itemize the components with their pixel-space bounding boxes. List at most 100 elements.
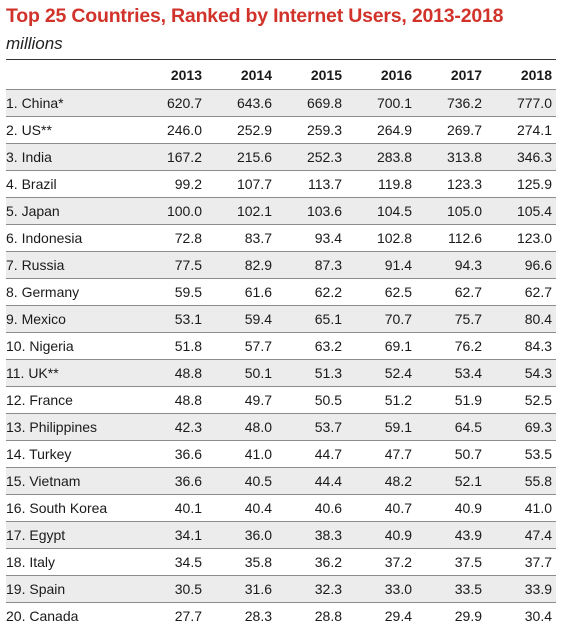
value-cell-2014: 41.0 — [206, 441, 276, 468]
value-cell-2013: 34.1 — [136, 522, 206, 549]
value-cell-2014: 252.9 — [206, 117, 276, 144]
value-cell-2013: 30.5 — [136, 576, 206, 603]
value-cell-2013: 48.8 — [136, 360, 206, 387]
value-cell-2013: 59.5 — [136, 279, 206, 306]
value-cell-2013: 48.8 — [136, 387, 206, 414]
column-header-2014: 2014 — [206, 60, 276, 90]
value-cell-2014: 102.1 — [206, 198, 276, 225]
value-cell-2016: 69.1 — [346, 333, 416, 360]
country-label: 13. Philippines — [6, 414, 136, 441]
value-cell-2015: 53.7 — [276, 414, 346, 441]
value-cell-2013: 40.1 — [136, 495, 206, 522]
value-cell-2018: 41.0 — [486, 495, 556, 522]
value-cell-2016: 33.0 — [346, 576, 416, 603]
value-cell-2014: 83.7 — [206, 225, 276, 252]
value-cell-2015: 44.4 — [276, 468, 346, 495]
value-cell-2016: 40.9 — [346, 522, 416, 549]
country-label: 1. China* — [6, 90, 136, 117]
header-row: 2013 2014 2015 2016 2017 2018 — [6, 60, 556, 90]
country-label: 6. Indonesia — [6, 225, 136, 252]
value-cell-2013: 27.7 — [136, 603, 206, 629]
value-cell-2014: 82.9 — [206, 252, 276, 279]
value-cell-2018: 125.9 — [486, 171, 556, 198]
value-cell-2014: 28.3 — [206, 603, 276, 629]
value-cell-2018: 346.3 — [486, 144, 556, 171]
value-cell-2015: 63.2 — [276, 333, 346, 360]
value-cell-2017: 64.5 — [416, 414, 486, 441]
value-cell-2015: 38.3 — [276, 522, 346, 549]
value-cell-2014: 36.0 — [206, 522, 276, 549]
value-cell-2013: 100.0 — [136, 198, 206, 225]
value-cell-2017: 40.9 — [416, 495, 486, 522]
chart-container: Top 25 Countries, Ranked by Internet Use… — [0, 0, 561, 613]
value-cell-2017: 105.0 — [416, 198, 486, 225]
value-cell-2016: 104.5 — [346, 198, 416, 225]
value-cell-2016: 52.4 — [346, 360, 416, 387]
value-cell-2013: 51.8 — [136, 333, 206, 360]
value-cell-2018: 33.9 — [486, 576, 556, 603]
value-cell-2016: 48.2 — [346, 468, 416, 495]
value-cell-2013: 77.5 — [136, 252, 206, 279]
value-cell-2014: 40.4 — [206, 495, 276, 522]
value-cell-2018: 105.4 — [486, 198, 556, 225]
value-cell-2017: 52.1 — [416, 468, 486, 495]
country-label: 11. UK** — [6, 360, 136, 387]
column-header-2016: 2016 — [346, 60, 416, 90]
country-column-header — [6, 60, 136, 90]
value-cell-2016: 29.4 — [346, 603, 416, 629]
value-cell-2016: 70.7 — [346, 306, 416, 333]
value-cell-2016: 59.1 — [346, 414, 416, 441]
value-cell-2017: 53.4 — [416, 360, 486, 387]
value-cell-2015: 87.3 — [276, 252, 346, 279]
value-cell-2014: 61.6 — [206, 279, 276, 306]
value-cell-2015: 62.2 — [276, 279, 346, 306]
value-cell-2013: 36.6 — [136, 441, 206, 468]
value-cell-2018: 30.4 — [486, 603, 556, 629]
value-cell-2018: 123.0 — [486, 225, 556, 252]
value-cell-2015: 259.3 — [276, 117, 346, 144]
value-cell-2018: 47.4 — [486, 522, 556, 549]
value-cell-2015: 103.6 — [276, 198, 346, 225]
value-cell-2017: 33.5 — [416, 576, 486, 603]
value-cell-2014: 31.6 — [206, 576, 276, 603]
value-cell-2015: 93.4 — [276, 225, 346, 252]
value-cell-2017: 123.3 — [416, 171, 486, 198]
value-cell-2016: 51.2 — [346, 387, 416, 414]
value-cell-2018: 69.3 — [486, 414, 556, 441]
value-cell-2013: 42.3 — [136, 414, 206, 441]
value-cell-2014: 215.6 — [206, 144, 276, 171]
chart-subtitle: millions — [6, 34, 63, 54]
data-table: 2013 2014 2015 2016 2017 2018 1. China*6… — [6, 59, 556, 629]
value-cell-2016: 700.1 — [346, 90, 416, 117]
value-cell-2016: 119.8 — [346, 171, 416, 198]
country-label: 17. Egypt — [6, 522, 136, 549]
value-cell-2017: 43.9 — [416, 522, 486, 549]
value-cell-2015: 44.7 — [276, 441, 346, 468]
value-cell-2013: 246.0 — [136, 117, 206, 144]
value-cell-2014: 48.0 — [206, 414, 276, 441]
value-cell-2017: 37.5 — [416, 549, 486, 576]
value-cell-2017: 112.6 — [416, 225, 486, 252]
value-cell-2017: 29.9 — [416, 603, 486, 629]
country-label: 9. Mexico — [6, 306, 136, 333]
value-cell-2015: 28.8 — [276, 603, 346, 629]
value-cell-2017: 62.7 — [416, 279, 486, 306]
value-cell-2015: 65.1 — [276, 306, 346, 333]
value-cell-2016: 47.7 — [346, 441, 416, 468]
column-header-2015: 2015 — [276, 60, 346, 90]
